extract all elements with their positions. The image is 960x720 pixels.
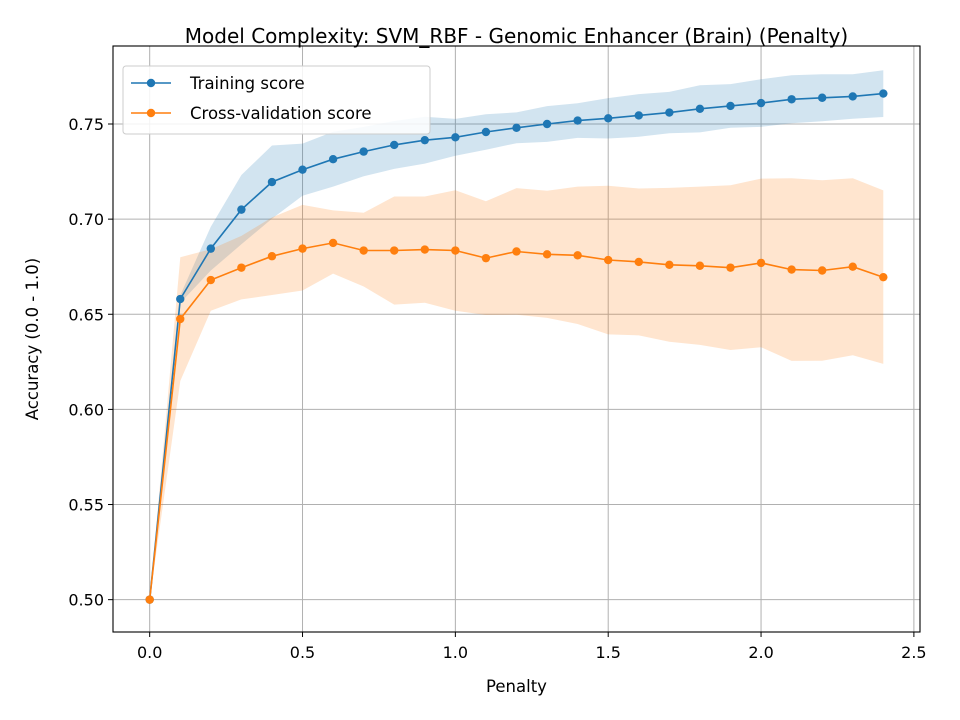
point-series-1 [298, 244, 307, 253]
legend-marker-1 [146, 108, 156, 118]
point-series-1 [145, 595, 154, 604]
point-series-0 [848, 92, 857, 101]
y-tick-label: 0.65 [68, 305, 104, 324]
point-series-1 [328, 238, 338, 248]
y-tick-label: 0.55 [68, 496, 104, 515]
x-tick-label: 1.5 [595, 643, 620, 662]
point-series-0 [879, 89, 888, 98]
point-series-0 [267, 177, 277, 187]
x-tick-label: 1.0 [443, 643, 468, 662]
axis-ticks: 0.0 0.5 1.0 1.5 2.0 2.5 0.50 0.55 0.60 0.65 0.70 0.… [68, 115, 926, 662]
x-axis-label: Penalty [486, 677, 547, 696]
point-series-1 [481, 253, 491, 263]
point-series-0 [695, 104, 705, 113]
x-tick-label: 0.0 [137, 643, 162, 662]
y-tick-label: 0.60 [68, 400, 104, 419]
point-series-1 [848, 262, 857, 271]
point-series-0 [634, 111, 643, 120]
point-series-1 [817, 266, 827, 275]
x-tick-label: 2.5 [901, 643, 926, 662]
point-series-1 [267, 252, 277, 261]
point-series-1 [390, 246, 399, 255]
point-series-0 [298, 165, 307, 174]
point-series-1 [879, 272, 888, 282]
point-series-1 [359, 246, 368, 255]
point-series-1 [512, 247, 521, 256]
legend-label-0: Training score [189, 74, 305, 93]
point-series-0 [817, 93, 827, 102]
point-series-1 [542, 250, 552, 259]
plot-frame [112, 45, 921, 633]
y-tick-label: 0.70 [68, 210, 104, 229]
point-series-1 [604, 255, 613, 265]
point-series-0 [390, 140, 399, 150]
y-tick-label: 0.50 [68, 591, 104, 610]
chart-title: Model Complexity: SVM_RBF - Genomic Enha… [185, 24, 848, 48]
point-series-0 [665, 108, 674, 117]
y-axis-label: Accuracy (0.0 - 1.0) [23, 258, 42, 420]
point-series-1 [634, 257, 643, 267]
point-series-0 [237, 205, 246, 214]
point-series-0 [451, 133, 460, 142]
point-series-1 [451, 246, 460, 255]
point-series-1 [726, 263, 735, 272]
point-series-1 [176, 314, 185, 324]
x-tick-label: 2.0 [748, 643, 773, 662]
point-series-0 [787, 95, 796, 104]
point-series-0 [573, 116, 582, 125]
x-tick-label: 0.5 [290, 643, 315, 662]
legend-marker-0 [146, 78, 156, 88]
point-series-0 [359, 147, 368, 156]
point-series-0 [604, 114, 613, 123]
point-series-1 [665, 260, 674, 269]
point-series-1 [756, 258, 766, 268]
legend: Training score Cross-validation score [122, 65, 431, 135]
confidence-bands [149, 70, 884, 600]
point-series-1 [420, 245, 429, 254]
point-series-0 [756, 98, 766, 108]
legend-label-1: Cross-validation score [190, 104, 372, 123]
point-series-0 [512, 123, 521, 133]
point-series-0 [176, 294, 185, 304]
point-series-0 [726, 101, 735, 111]
series-markers [145, 89, 888, 604]
point-series-1 [787, 265, 796, 274]
band-series-1 [149, 178, 884, 600]
legend-box [122, 65, 431, 135]
point-series-0 [206, 244, 216, 253]
point-series-1 [206, 275, 216, 285]
point-series-0 [420, 135, 429, 145]
point-series-1 [573, 251, 582, 260]
point-series-0 [481, 127, 491, 137]
point-series-1 [695, 261, 705, 270]
point-series-1 [237, 263, 246, 272]
grid [113, 46, 920, 632]
point-series-0 [328, 155, 338, 164]
y-tick-label: 0.75 [68, 115, 104, 134]
point-series-0 [542, 119, 552, 129]
